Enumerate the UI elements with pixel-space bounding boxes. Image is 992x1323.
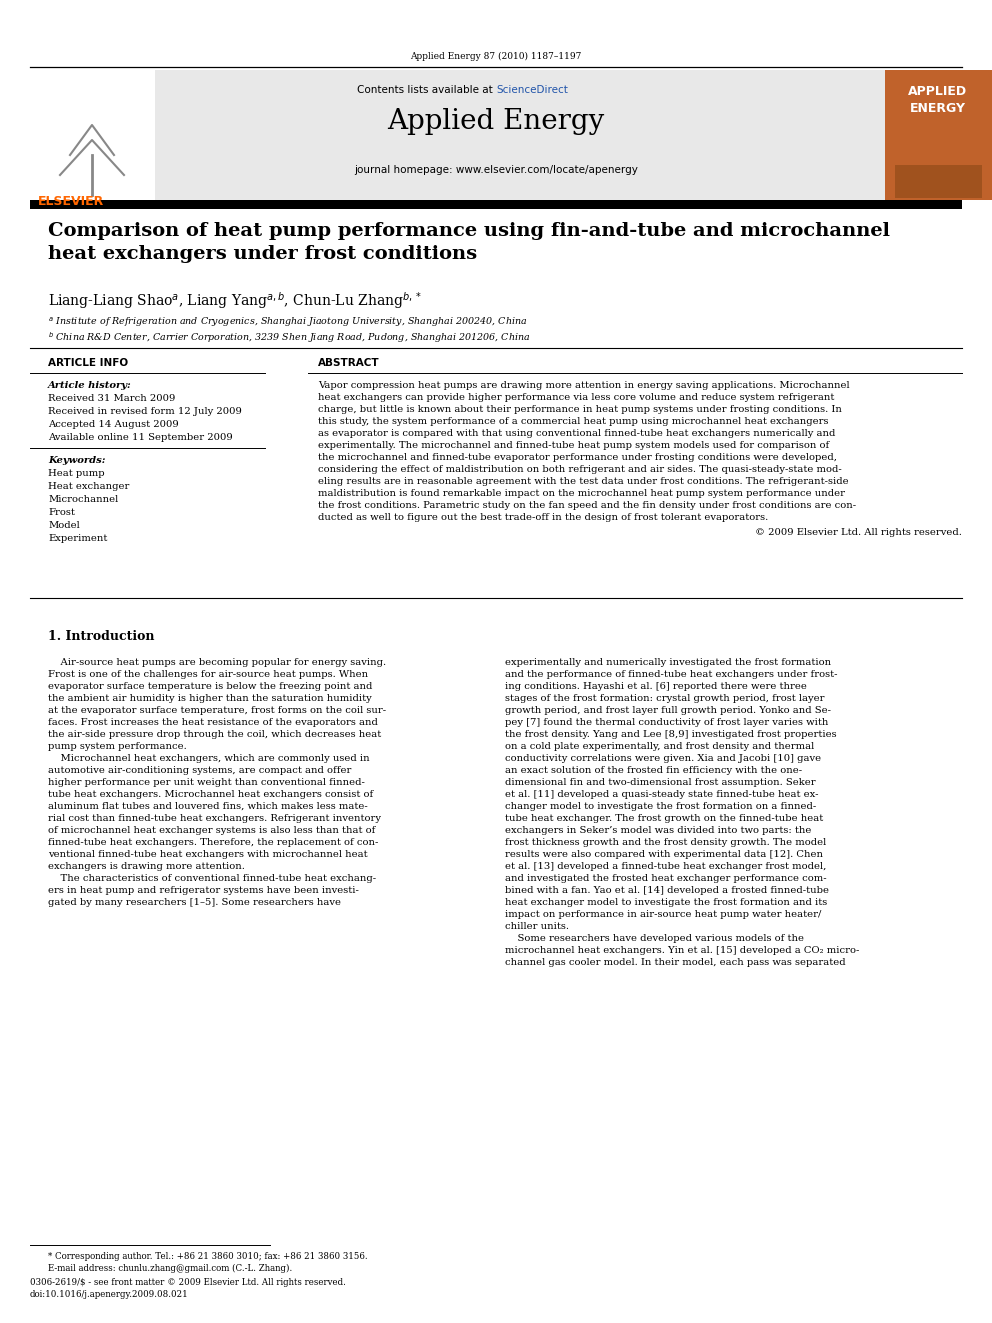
- Text: journal homepage: www.elsevier.com/locate/apenergy: journal homepage: www.elsevier.com/locat…: [354, 165, 638, 175]
- Text: aluminum flat tubes and louvered fins, which makes less mate-: aluminum flat tubes and louvered fins, w…: [48, 802, 368, 811]
- Bar: [30, 70, 155, 200]
- Text: bined with a fan. Yao et al. [14] developed a frosted finned-tube: bined with a fan. Yao et al. [14] develo…: [505, 886, 829, 894]
- Text: higher performance per unit weight than conventional finned-: higher performance per unit weight than …: [48, 778, 365, 787]
- Text: at the evaporator surface temperature, frost forms on the coil sur-: at the evaporator surface temperature, f…: [48, 706, 386, 714]
- Text: dimensional fin and two-dimensional frost assumption. Seker: dimensional fin and two-dimensional fros…: [505, 778, 815, 787]
- Text: Some researchers have developed various models of the: Some researchers have developed various …: [505, 934, 804, 943]
- Text: Received in revised form 12 July 2009: Received in revised form 12 July 2009: [48, 407, 242, 415]
- Text: gated by many researchers [1–5]. Some researchers have: gated by many researchers [1–5]. Some re…: [48, 898, 341, 908]
- Text: channel gas cooler model. In their model, each pass was separated: channel gas cooler model. In their model…: [505, 958, 845, 967]
- Text: Accepted 14 August 2009: Accepted 14 August 2009: [48, 419, 179, 429]
- Text: ScienceDirect: ScienceDirect: [496, 85, 567, 95]
- Text: exchangers in Seker’s model was divided into two parts: the: exchangers in Seker’s model was divided …: [505, 826, 811, 835]
- Text: exchangers is drawing more attention.: exchangers is drawing more attention.: [48, 863, 245, 871]
- Text: Heat pump: Heat pump: [48, 468, 104, 478]
- Text: experimentally and numerically investigated the frost formation: experimentally and numerically investiga…: [505, 658, 831, 667]
- Text: heat exchangers can provide higher performance via less core volume and reduce s: heat exchangers can provide higher perfo…: [318, 393, 834, 402]
- Text: Frost is one of the challenges for air-source heat pumps. When: Frost is one of the challenges for air-s…: [48, 669, 368, 679]
- Text: 1. Introduction: 1. Introduction: [48, 630, 155, 643]
- Text: Experiment: Experiment: [48, 534, 107, 542]
- Text: APPLIED
ENERGY: APPLIED ENERGY: [909, 85, 967, 115]
- Text: Available online 11 September 2009: Available online 11 September 2009: [48, 433, 233, 442]
- Text: The characteristics of conventional finned-tube heat exchang-: The characteristics of conventional finn…: [48, 875, 376, 882]
- Text: Received 31 March 2009: Received 31 March 2009: [48, 394, 176, 404]
- Text: Contents lists available at: Contents lists available at: [357, 85, 496, 95]
- Text: of microchannel heat exchanger systems is also less than that of: of microchannel heat exchanger systems i…: [48, 826, 375, 835]
- Text: microchannel heat exchangers. Yin et al. [15] developed a CO₂ micro-: microchannel heat exchangers. Yin et al.…: [505, 946, 859, 955]
- Text: Applied Energy: Applied Energy: [387, 108, 605, 135]
- Text: frost thickness growth and the frost density growth. The model: frost thickness growth and the frost den…: [505, 837, 826, 847]
- Text: eling results are in reasonable agreement with the test data under frost conditi: eling results are in reasonable agreemen…: [318, 478, 848, 486]
- Text: maldistribution is found remarkable impact on the microchannel heat pump system : maldistribution is found remarkable impa…: [318, 490, 845, 497]
- Text: conductivity correlations were given. Xia and Jacobi [10] gave: conductivity correlations were given. Xi…: [505, 754, 821, 763]
- Text: experimentally. The microchannel and finned-tube heat pump system models used fo: experimentally. The microchannel and fin…: [318, 441, 829, 450]
- Text: Air-source heat pumps are becoming popular for energy saving.: Air-source heat pumps are becoming popul…: [48, 658, 386, 667]
- Text: the air-side pressure drop through the coil, which decreases heat: the air-side pressure drop through the c…: [48, 730, 381, 740]
- Text: changer model to investigate the frost formation on a finned-: changer model to investigate the frost f…: [505, 802, 816, 811]
- Text: 0306-2619/$ - see front matter © 2009 Elsevier Ltd. All rights reserved.: 0306-2619/$ - see front matter © 2009 El…: [30, 1278, 346, 1287]
- Text: $^{b}$ China R&D Center, Carrier Corporation, 3239 Shen Jiang Road, Pudong, Shan: $^{b}$ China R&D Center, Carrier Corpora…: [48, 329, 531, 344]
- Text: Comparison of heat pump performance using fin-and-tube and microchannel
heat exc: Comparison of heat pump performance usin…: [48, 222, 890, 263]
- Text: et al. [11] developed a quasi-steady state finned-tube heat ex-: et al. [11] developed a quasi-steady sta…: [505, 790, 818, 799]
- Text: ing conditions. Hayashi et al. [6] reported there were three: ing conditions. Hayashi et al. [6] repor…: [505, 681, 806, 691]
- Text: Article history:: Article history:: [48, 381, 132, 390]
- Text: ABSTRACT: ABSTRACT: [318, 359, 380, 368]
- Text: an exact solution of the frosted fin efficiency with the one-: an exact solution of the frosted fin eff…: [505, 766, 803, 775]
- Bar: [885, 70, 992, 200]
- Text: faces. Frost increases the heat resistance of the evaporators and: faces. Frost increases the heat resistan…: [48, 718, 378, 728]
- Text: considering the effect of maldistribution on both refrigerant and air sides. The: considering the effect of maldistributio…: [318, 464, 842, 474]
- Text: Vapor compression heat pumps are drawing more attention in energy saving applica: Vapor compression heat pumps are drawing…: [318, 381, 849, 390]
- Text: ventional finned-tube heat exchangers with microchannel heat: ventional finned-tube heat exchangers wi…: [48, 849, 368, 859]
- Text: Liang-Liang Shao$^{a}$, Liang Yang$^{a,b}$, Chun-Lu Zhang$^{b,*}$: Liang-Liang Shao$^{a}$, Liang Yang$^{a,b…: [48, 290, 422, 311]
- Text: ARTICLE INFO: ARTICLE INFO: [48, 359, 128, 368]
- Bar: [155, 70, 885, 200]
- Text: E-mail address: chunlu.zhang@gmail.com (C.-L. Zhang).: E-mail address: chunlu.zhang@gmail.com (…: [48, 1263, 293, 1273]
- Text: the frost conditions. Parametric study on the fan speed and the fin density unde: the frost conditions. Parametric study o…: [318, 501, 856, 509]
- Text: ers in heat pump and refrigerator systems have been investi-: ers in heat pump and refrigerator system…: [48, 886, 359, 894]
- Text: doi:10.1016/j.apenergy.2009.08.021: doi:10.1016/j.apenergy.2009.08.021: [30, 1290, 188, 1299]
- Text: this study, the system performance of a commercial heat pump using microchannel : this study, the system performance of a …: [318, 417, 828, 426]
- Text: ELSEVIER: ELSEVIER: [38, 194, 104, 208]
- Text: finned-tube heat exchangers. Therefore, the replacement of con-: finned-tube heat exchangers. Therefore, …: [48, 837, 378, 847]
- Text: $^{a}$ Institute of Refrigeration and Cryogenics, Shanghai Jiaotong University, : $^{a}$ Institute of Refrigeration and Cr…: [48, 315, 528, 329]
- Text: the microchannel and finned-tube evaporator performance under frosting condition: the microchannel and finned-tube evapora…: [318, 452, 837, 462]
- Text: on a cold plate experimentally, and frost density and thermal: on a cold plate experimentally, and fros…: [505, 742, 814, 751]
- Text: heat exchanger model to investigate the frost formation and its: heat exchanger model to investigate the …: [505, 898, 827, 908]
- Text: impact on performance in air-source heat pump water heater/: impact on performance in air-source heat…: [505, 910, 821, 919]
- Text: stages of the frost formation: crystal growth period, frost layer: stages of the frost formation: crystal g…: [505, 695, 824, 703]
- Text: results were also compared with experimental data [12]. Chen: results were also compared with experime…: [505, 849, 823, 859]
- Text: Frost: Frost: [48, 508, 74, 517]
- Text: the ambient air humidity is higher than the saturation humidity: the ambient air humidity is higher than …: [48, 695, 372, 703]
- Text: and investigated the frosted heat exchanger performance com-: and investigated the frosted heat exchan…: [505, 875, 826, 882]
- Text: © 2009 Elsevier Ltd. All rights reserved.: © 2009 Elsevier Ltd. All rights reserved…: [755, 528, 962, 537]
- Text: tube heat exchangers. Microchannel heat exchangers consist of: tube heat exchangers. Microchannel heat …: [48, 790, 373, 799]
- Text: pump system performance.: pump system performance.: [48, 742, 186, 751]
- Text: et al. [13] developed a finned-tube heat exchanger frost model,: et al. [13] developed a finned-tube heat…: [505, 863, 826, 871]
- Text: ducted as well to figure out the best trade-off in the design of frost tolerant : ducted as well to figure out the best tr…: [318, 513, 768, 523]
- Text: charge, but little is known about their performance in heat pump systems under f: charge, but little is known about their …: [318, 405, 842, 414]
- Text: Applied Energy 87 (2010) 1187–1197: Applied Energy 87 (2010) 1187–1197: [411, 52, 581, 61]
- Text: Heat exchanger: Heat exchanger: [48, 482, 129, 491]
- Text: * Corresponding author. Tel.: +86 21 3860 3010; fax: +86 21 3860 3156.: * Corresponding author. Tel.: +86 21 386…: [48, 1252, 368, 1261]
- Text: pey [7] found the thermal conductivity of frost layer varies with: pey [7] found the thermal conductivity o…: [505, 718, 828, 728]
- Text: and the performance of finned-tube heat exchangers under frost-: and the performance of finned-tube heat …: [505, 669, 837, 679]
- Text: Microchannel heat exchangers, which are commonly used in: Microchannel heat exchangers, which are …: [48, 754, 370, 763]
- Text: automotive air-conditioning systems, are compact and offer: automotive air-conditioning systems, are…: [48, 766, 351, 775]
- Text: Model: Model: [48, 521, 79, 531]
- Text: Microchannel: Microchannel: [48, 495, 118, 504]
- Text: chiller units.: chiller units.: [505, 922, 569, 931]
- Text: tube heat exchanger. The frost growth on the finned-tube heat: tube heat exchanger. The frost growth on…: [505, 814, 823, 823]
- Text: Keywords:: Keywords:: [48, 456, 105, 464]
- Bar: [895, 165, 982, 198]
- Text: the frost density. Yang and Lee [8,9] investigated frost properties: the frost density. Yang and Lee [8,9] in…: [505, 730, 836, 740]
- Bar: [30, 200, 962, 209]
- Text: evaporator surface temperature is below the freezing point and: evaporator surface temperature is below …: [48, 681, 372, 691]
- Text: rial cost than finned-tube heat exchangers. Refrigerant inventory: rial cost than finned-tube heat exchange…: [48, 814, 381, 823]
- Text: growth period, and frost layer full growth period. Yonko and Se-: growth period, and frost layer full grow…: [505, 706, 831, 714]
- Text: as evaporator is compared with that using conventional finned-tube heat exchange: as evaporator is compared with that usin…: [318, 429, 835, 438]
